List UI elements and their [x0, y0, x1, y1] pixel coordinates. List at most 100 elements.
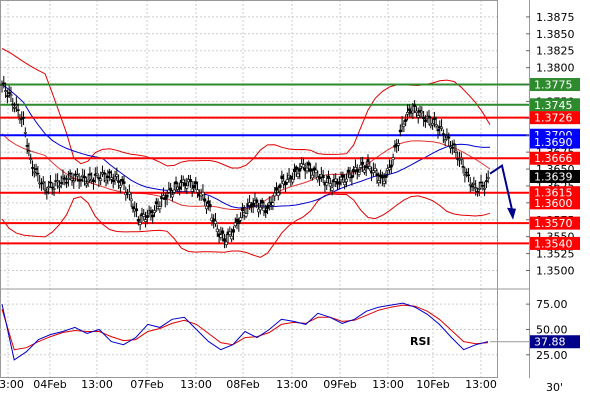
level-price-label: 1.3690 — [534, 136, 573, 149]
candle-body — [221, 230, 225, 234]
price-axis-tick-label: 1.3525 — [536, 248, 575, 261]
candle-body — [129, 198, 133, 202]
bollinger-bands — [1, 48, 491, 258]
time-axis-tick-label: 10Feb — [416, 378, 449, 391]
level-price-label: 1.3666 — [534, 152, 573, 165]
candle-body — [172, 189, 176, 193]
candle-body — [169, 187, 173, 191]
candle-body — [233, 222, 237, 226]
candle-body — [441, 133, 445, 136]
candle-body — [427, 115, 431, 118]
candle-body — [486, 176, 490, 179]
candle-body — [20, 118, 24, 120]
price-axis: 1.35001.35251.35501.35751.36001.36251.36… — [526, 0, 580, 378]
price-axis-tick-label: 1.3500 — [536, 264, 575, 277]
bollinger-lower-line — [1, 193, 491, 258]
candle-body — [255, 199, 259, 203]
rsi-axis-tick-label: 25.00 — [536, 349, 568, 362]
candle-body — [16, 109, 20, 111]
candle-body — [337, 181, 341, 185]
candle-body — [355, 169, 359, 173]
candle-body — [65, 181, 69, 184]
time-axis-tick-label: 13:00 — [372, 378, 404, 391]
candle-body — [145, 215, 149, 218]
candle-body — [388, 167, 392, 171]
timeframe-label: 30' — [546, 381, 563, 394]
candle-body — [466, 174, 470, 177]
candle-body — [301, 164, 305, 168]
candle-body — [239, 217, 243, 221]
candle-body — [291, 179, 295, 183]
candle-body — [375, 173, 379, 177]
candle-body — [115, 174, 119, 177]
candle-body — [310, 174, 314, 179]
price-axis-tick-label: 1.3850 — [536, 28, 575, 41]
level-price-label: 1.3639 — [534, 170, 573, 183]
candle-body — [312, 167, 316, 171]
candle-body — [484, 180, 488, 182]
candle-body — [420, 110, 424, 114]
candle-body — [452, 143, 456, 146]
candle-body — [131, 206, 135, 209]
candle-body — [371, 170, 375, 173]
candle-body — [434, 124, 438, 127]
candle-body — [447, 136, 451, 139]
level-price-tag — [530, 186, 580, 200]
candle-body — [63, 177, 67, 180]
candle-body — [463, 174, 467, 176]
level-price-label: 1.3600 — [534, 197, 573, 210]
candle-body — [483, 187, 487, 190]
rsi-panel: 25.00 50.00 75.00 RSI 37.88 — [0, 298, 580, 362]
candle-body — [266, 205, 270, 209]
candle-body — [339, 177, 343, 181]
candle-body — [48, 181, 52, 184]
candle-body — [274, 187, 278, 191]
candle-body — [314, 169, 318, 173]
candle-body — [219, 234, 223, 238]
candle-body — [283, 181, 287, 186]
candle-body — [39, 182, 43, 185]
candle-body — [398, 129, 402, 133]
candle-body — [276, 192, 280, 196]
candle-body — [72, 180, 76, 183]
candle-body — [384, 175, 388, 178]
candle-body — [436, 129, 440, 132]
candle-body — [178, 186, 182, 190]
candle-body — [396, 143, 400, 146]
candle-body — [414, 110, 418, 113]
candle-body — [52, 188, 56, 190]
price-axis-tick-label: 1.3800 — [536, 62, 575, 75]
candle-body — [84, 183, 88, 186]
candle-body — [235, 218, 239, 223]
price-axis-tick-label: 1.3875 — [536, 11, 575, 24]
candle-body — [461, 165, 465, 168]
candle-body — [393, 145, 397, 148]
level-price-label: 1.3540 — [534, 237, 573, 250]
candle-body — [231, 229, 235, 233]
candle-body — [353, 167, 357, 171]
candle-body — [325, 182, 329, 186]
candle-body — [41, 181, 45, 184]
candle-body — [479, 181, 483, 184]
candle-body — [224, 241, 228, 245]
candle-body — [472, 183, 476, 185]
candle-body — [350, 175, 354, 179]
level-price-label: 1.3745 — [534, 99, 573, 112]
candle-body — [214, 220, 218, 224]
candle-body — [7, 92, 11, 94]
candle-body — [206, 200, 210, 204]
candle-body — [368, 166, 372, 170]
candle-body — [298, 168, 302, 172]
candle-body — [357, 171, 361, 175]
candle-body — [165, 194, 169, 198]
candle-body — [346, 169, 350, 173]
candle-body — [104, 179, 108, 183]
candle-body — [208, 204, 212, 208]
candle-body — [373, 168, 377, 171]
candle-body — [359, 164, 363, 168]
candle-body — [120, 178, 124, 182]
candle-body — [280, 175, 284, 179]
candle-body — [423, 119, 427, 122]
level-price-tag — [530, 98, 580, 112]
price-grid — [0, 0, 530, 378]
